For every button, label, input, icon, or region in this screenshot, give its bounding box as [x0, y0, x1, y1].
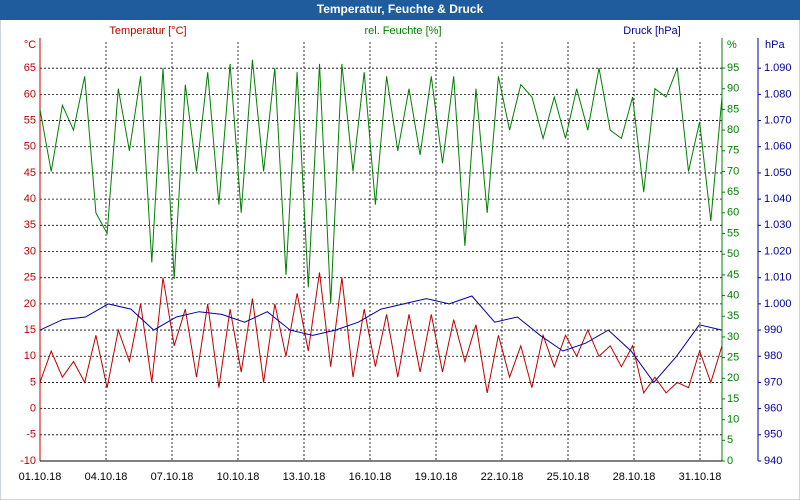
legend-label: Temperatur [°C] [109, 25, 186, 37]
x-tick-label: 13.10.18 [283, 471, 326, 483]
y2-tick-label: 45 [727, 269, 739, 281]
y3-tick-label: 970 [764, 376, 782, 388]
x-tick-label: 04.10.18 [85, 471, 128, 483]
y-tick-label: 30 [24, 245, 36, 257]
y-tick-label: 40 [24, 193, 36, 205]
y2-tick-label: 10 [727, 414, 739, 426]
y2-tick-label: 55 [727, 227, 739, 239]
y2-tick-label: 40 [727, 289, 739, 301]
y2-tick-label: 95 [727, 62, 739, 74]
y-tick-label: 65 [24, 62, 36, 74]
y-tick-label: 55 [24, 114, 36, 126]
y3-tick-label: 1.020 [764, 245, 792, 257]
chart-title: Temperatur, Feuchte & Druck [317, 2, 484, 16]
x-tick-label: 16.10.18 [349, 471, 392, 483]
y3-tick-label: 990 [764, 324, 782, 336]
data-line [39, 272, 723, 395]
y3-tick-label: 1.030 [764, 219, 792, 231]
y3-tick-label: 1.050 [764, 167, 792, 179]
legend-label: rel. Feuchte [%] [364, 25, 441, 37]
y-tick-label: -5 [26, 429, 36, 441]
y-tick-label: 15 [24, 324, 36, 336]
y3-tick-label: 1.010 [764, 272, 792, 284]
y2-tick-label: 20 [727, 372, 739, 384]
y2-tick-label: 60 [727, 207, 739, 219]
x-tick-label: 31.10.18 [679, 471, 722, 483]
y-tick-label: 5 [30, 376, 36, 388]
y3-tick-label: 960 [764, 403, 782, 415]
y3-tick-label: 1.090 [764, 62, 792, 74]
y3-tick-label: 980 [764, 350, 782, 362]
x-tick-label: 25.10.18 [547, 471, 590, 483]
y2-tick-label: 15 [727, 393, 739, 405]
y3-unit: hPa [765, 39, 785, 51]
y2-tick-label: 85 [727, 103, 739, 115]
y2-tick-label: 65 [727, 186, 739, 198]
y2-tick-label: 0 [727, 455, 733, 467]
data-line [39, 59, 723, 304]
x-tick-label: 22.10.18 [481, 471, 524, 483]
data-line [39, 295, 723, 384]
y-tick-label: -10 [20, 455, 36, 467]
y2-tick-label: 80 [727, 124, 739, 136]
y-tick-label: 50 [24, 141, 36, 153]
x-tick-label: 07.10.18 [151, 471, 194, 483]
y-tick-label: 35 [24, 219, 36, 231]
y2-unit: % [727, 39, 737, 51]
y2-tick-label: 90 [727, 83, 739, 95]
y-unit: °C [24, 39, 36, 51]
x-tick-label: 10.10.18 [217, 471, 260, 483]
y3-tick-label: 950 [764, 429, 782, 441]
y2-tick-label: 70 [727, 165, 739, 177]
y2-tick-label: 5 [727, 434, 733, 446]
y3-tick-label: 1.040 [764, 193, 792, 205]
y-tick-label: 20 [24, 298, 36, 310]
y-tick-label: 60 [24, 88, 36, 100]
y2-tick-label: 75 [727, 145, 739, 157]
y2-tick-label: 35 [727, 310, 739, 322]
y3-tick-label: 940 [764, 455, 782, 467]
y2-tick-label: 50 [727, 248, 739, 260]
y3-tick-label: 1.070 [764, 114, 792, 126]
x-tick-label: 19.10.18 [415, 471, 458, 483]
y-tick-label: 0 [30, 403, 36, 415]
title-bar [0, 0, 800, 20]
x-tick-label: 28.10.18 [613, 471, 656, 483]
legend-label: Druck [hPa] [623, 25, 680, 37]
y-tick-label: 25 [24, 272, 36, 284]
y3-tick-label: 1.060 [764, 141, 792, 153]
y3-tick-label: 1.000 [764, 298, 792, 310]
y-tick-label: 10 [24, 350, 36, 362]
x-tick-label: 01.10.18 [19, 471, 62, 483]
y2-tick-label: 25 [727, 352, 739, 364]
y-tick-label: 45 [24, 167, 36, 179]
y2-tick-label: 30 [727, 331, 739, 343]
y3-tick-label: 1.080 [764, 88, 792, 100]
